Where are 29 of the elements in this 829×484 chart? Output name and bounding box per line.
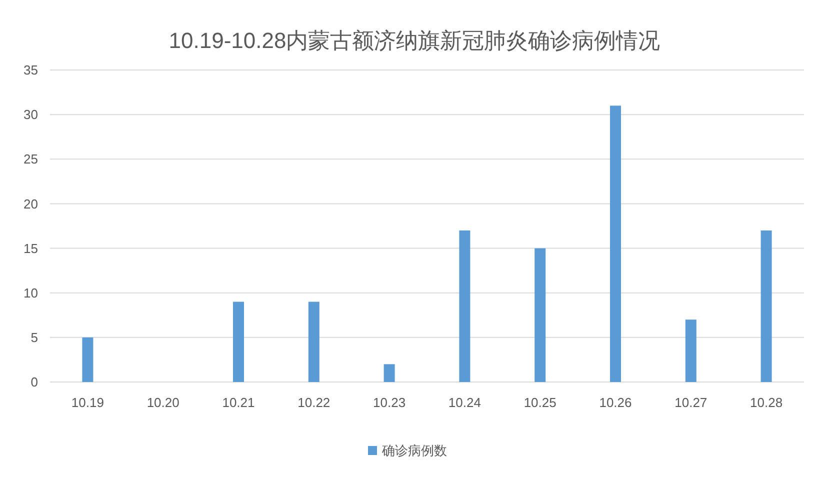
x-tick-label: 10.21 bbox=[222, 395, 255, 410]
y-tick-label: 35 bbox=[24, 62, 38, 78]
y-tick-label: 20 bbox=[24, 196, 38, 212]
x-tick-label: 10.27 bbox=[674, 395, 708, 410]
bar bbox=[384, 364, 395, 382]
x-tick-label: 10.20 bbox=[146, 395, 180, 410]
y-tick-label: 15 bbox=[24, 240, 38, 256]
x-tick-label: 10.28 bbox=[750, 395, 783, 410]
y-tick-label: 25 bbox=[24, 152, 38, 167]
y-tick-label: 0 bbox=[30, 374, 38, 390]
bar bbox=[459, 230, 470, 382]
y-tick-label: 30 bbox=[24, 107, 38, 122]
bar bbox=[82, 337, 94, 382]
chart-title: 10.19-10.28内蒙古额济纳旗新冠肺炎确诊病例情况 bbox=[168, 28, 660, 53]
bar bbox=[233, 302, 244, 382]
x-tick-label: 10.25 bbox=[524, 395, 556, 410]
x-tick-label: 10.23 bbox=[373, 395, 406, 410]
x-tick-label: 10.26 bbox=[599, 395, 632, 410]
bar bbox=[610, 106, 621, 382]
x-tick-label: 10.24 bbox=[448, 395, 481, 410]
bar bbox=[534, 248, 546, 382]
legend-label: 确诊病例数 bbox=[381, 443, 447, 458]
x-tick-label: 10.22 bbox=[298, 395, 330, 410]
bar bbox=[308, 302, 320, 382]
y-tick-label: 5 bbox=[30, 330, 38, 345]
y-tick-label: 10 bbox=[24, 285, 38, 300]
x-tick-label: 10.19 bbox=[71, 395, 104, 410]
bar bbox=[685, 320, 696, 382]
bar bbox=[760, 230, 772, 382]
